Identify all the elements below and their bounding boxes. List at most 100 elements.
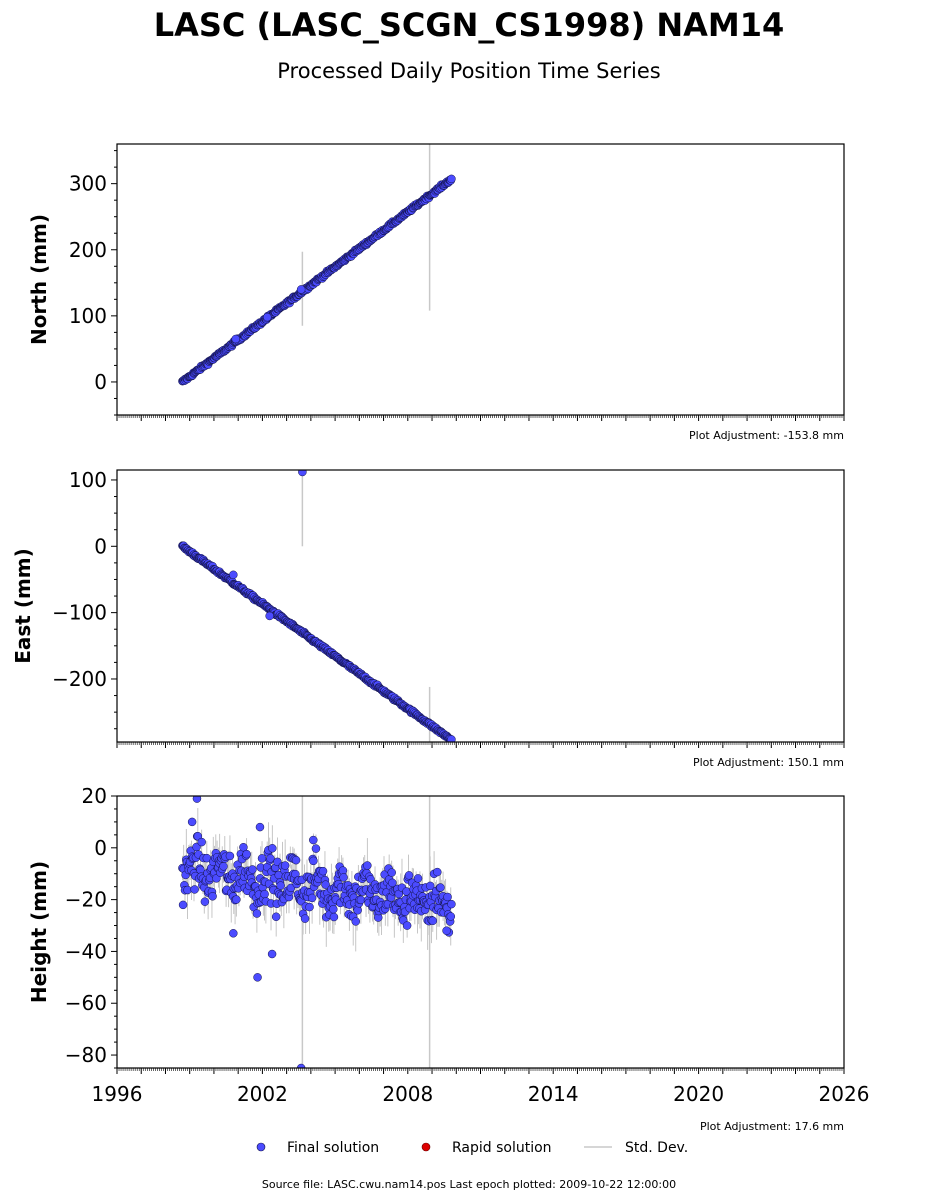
panels: 0 100 200 300 North (mm) Plot Adjustment: -15…	[11, 143, 869, 1133]
final-solution-point	[219, 862, 228, 871]
final-solution-point	[402, 921, 412, 930]
panel-1: −200 −100 0 100 East (mm) Plot Adjustment: 15…	[11, 468, 845, 769]
final-solution-point	[252, 909, 262, 918]
y-tick-label: 0	[94, 370, 107, 394]
final-solution-point	[363, 861, 372, 870]
final-solution-point	[321, 880, 330, 889]
final-solution-point	[311, 844, 321, 853]
x-tick-label: 2020	[673, 1082, 724, 1106]
y-tick-label: −80	[65, 1043, 107, 1067]
final-solution-point	[232, 895, 241, 904]
legend-rapid-marker	[421, 1142, 431, 1152]
x-tick-label: 2026	[819, 1082, 870, 1106]
final-solution-point	[183, 885, 192, 895]
source-footer: Source file: LASC.cwu.nam14.pos Last epo…	[262, 1178, 676, 1191]
final-solution-point	[387, 868, 396, 877]
x-tick-label: 2014	[528, 1082, 579, 1106]
final-solution-point	[268, 844, 277, 853]
legend: Final solution Rapid solution Std. Dev.	[256, 1140, 688, 1156]
final-solution-point	[178, 900, 188, 910]
x-tick-label: 2002	[237, 1082, 288, 1106]
axes-frame	[116, 469, 845, 743]
y-axis-label: North (mm)	[27, 214, 51, 345]
final-solution-point	[225, 851, 235, 861]
legend-stddev-label: Std. Dev.	[625, 1140, 688, 1156]
final-solution-point	[253, 973, 262, 982]
final-solution-point	[339, 873, 348, 882]
plot-adjustment-note: Plot Adjustment: 150.1 mm	[693, 756, 844, 769]
y-axis-label: East (mm)	[11, 548, 35, 664]
final-solution-point	[291, 855, 301, 865]
y-tick-label: 0	[94, 534, 107, 558]
final-solution-point	[305, 902, 314, 912]
figure-title: LASC (LASC_SCGN_CS1998) NAM14	[154, 6, 785, 44]
final-solution-point	[309, 835, 318, 845]
y-tick-label: 100	[69, 468, 107, 492]
final-solution-point	[239, 843, 248, 852]
final-solution-point	[351, 917, 361, 926]
final-solution-point	[425, 881, 435, 891]
final-solution-point	[404, 871, 414, 880]
final-solution-point	[260, 889, 269, 899]
legend-rapid-label: Rapid solution	[452, 1140, 552, 1156]
final-solution-point	[442, 926, 451, 935]
y-tick-label: 200	[69, 238, 107, 262]
final-solution-point	[356, 895, 366, 905]
final-solution-point	[309, 856, 318, 866]
final-solution-point	[265, 611, 274, 621]
final-solution-point	[413, 874, 423, 883]
x-tick-label: 1996	[92, 1082, 143, 1106]
final-solution-point	[192, 796, 202, 803]
y-tick-label: −200	[52, 667, 107, 691]
y-tick-label: 100	[69, 304, 107, 328]
final-solution-point	[447, 735, 456, 742]
final-solution-point	[318, 866, 328, 876]
y-tick-label: −20	[65, 888, 107, 912]
y-tick-label: −60	[65, 991, 107, 1015]
final-solution-point	[187, 817, 197, 827]
final-solution-point	[208, 892, 217, 901]
x-tick-label: 2008	[382, 1082, 433, 1106]
plot-area	[178, 796, 456, 1068]
y-tick-label: −40	[65, 939, 107, 963]
final-solution-point	[296, 1063, 306, 1068]
final-solution-point	[262, 312, 272, 322]
final-solution-point	[298, 470, 307, 477]
final-solution-point	[229, 570, 238, 580]
final-solution-point	[231, 334, 240, 344]
final-solution-point	[193, 831, 203, 841]
final-solution-point	[446, 912, 456, 921]
final-solution-point	[266, 854, 275, 863]
plot-area	[178, 470, 456, 742]
final-solution-point	[271, 912, 281, 921]
legend-final-marker	[256, 1142, 266, 1152]
final-solution-point	[276, 881, 285, 890]
final-solution-point	[242, 849, 251, 859]
final-solution-point	[353, 906, 362, 915]
final-solution-point	[257, 854, 267, 863]
y-axis-label: Height (mm)	[27, 861, 51, 1003]
plot-adjustment-note: Plot Adjustment: -153.8 mm	[689, 429, 844, 442]
final-solution-point	[329, 904, 338, 914]
final-solution-point	[388, 878, 397, 888]
final-solution-point	[447, 899, 456, 909]
y-tick-label: 300	[69, 172, 107, 196]
final-solution-point	[202, 853, 212, 863]
axes-frame	[116, 795, 845, 1069]
figure-subtitle: Processed Daily Position Time Series	[277, 59, 661, 83]
final-solution-point	[190, 885, 199, 894]
final-solution-point	[280, 861, 290, 870]
panel-0: 0 100 200 300 North (mm) Plot Adjustment: -15…	[27, 143, 845, 442]
final-solution-point	[300, 914, 310, 923]
final-solution-point	[436, 883, 445, 892]
final-solution-point	[428, 916, 438, 926]
panel-2: −80 −60 −40 −20 0 20 Height (mm) 1996 2002 2008 20…	[27, 784, 869, 1133]
final-solution-point	[447, 174, 456, 184]
axes-frame	[116, 143, 845, 416]
plot-adjustment-note: Plot Adjustment: 17.6 mm	[700, 1120, 844, 1133]
final-solution-point	[255, 822, 265, 832]
final-solution-point	[197, 837, 206, 847]
y-tick-label: −100	[52, 601, 107, 625]
final-solution-point	[433, 867, 442, 877]
